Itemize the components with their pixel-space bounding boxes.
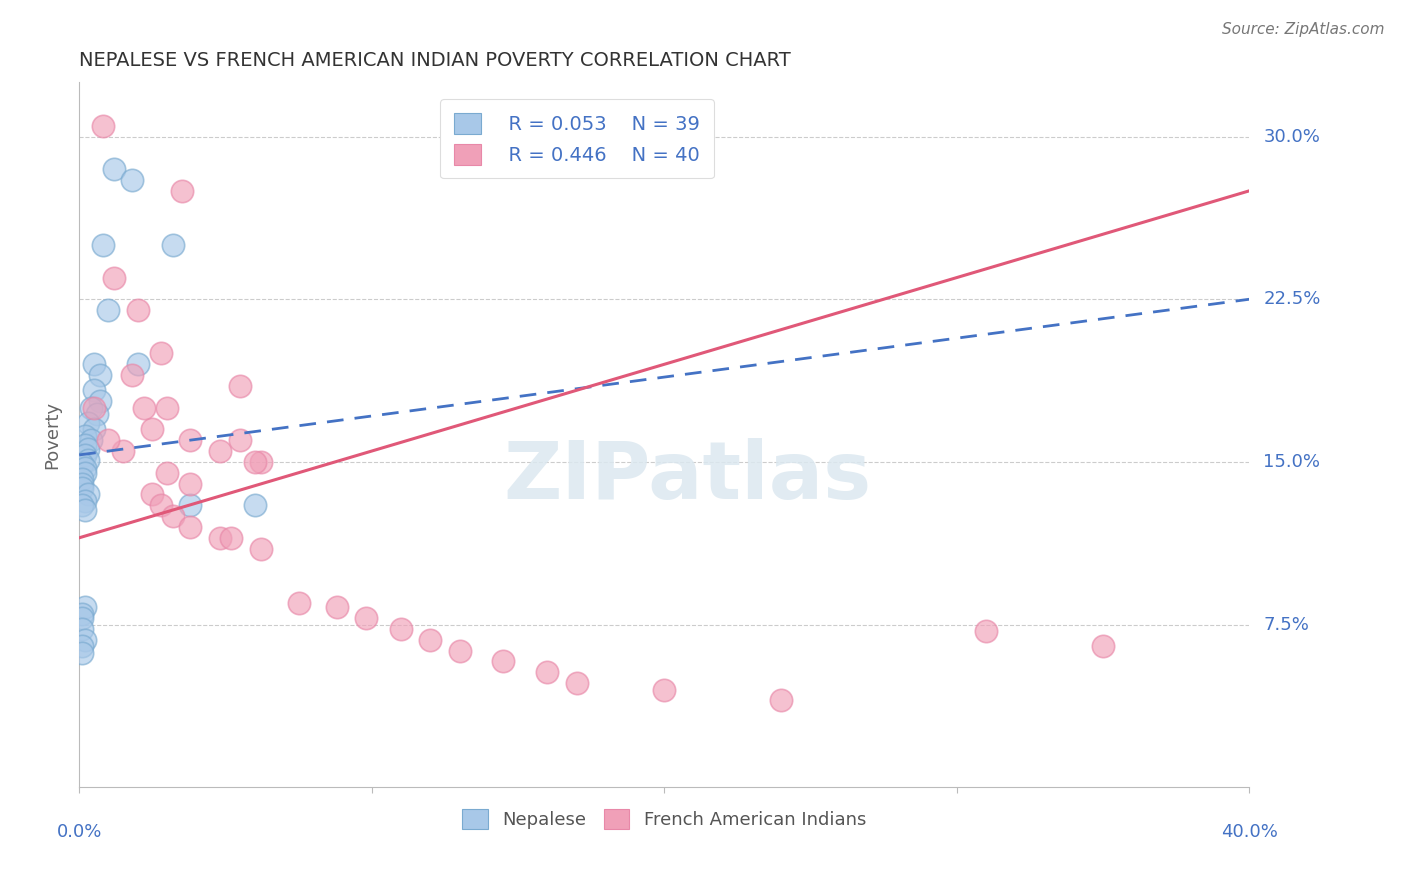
Text: NEPALESE VS FRENCH AMERICAN INDIAN POVERTY CORRELATION CHART: NEPALESE VS FRENCH AMERICAN INDIAN POVER… bbox=[79, 51, 792, 70]
Point bbox=[89, 368, 111, 383]
Point bbox=[325, 600, 347, 615]
Point bbox=[70, 472, 93, 486]
Point bbox=[86, 407, 108, 421]
Point bbox=[70, 476, 93, 491]
Point bbox=[70, 622, 93, 636]
Point bbox=[70, 607, 93, 621]
Text: 22.5%: 22.5% bbox=[1264, 290, 1320, 309]
Point bbox=[73, 449, 96, 463]
Point bbox=[565, 676, 588, 690]
Point bbox=[150, 498, 173, 512]
Point bbox=[162, 509, 184, 524]
Point bbox=[77, 442, 100, 456]
Point bbox=[287, 596, 309, 610]
Point bbox=[229, 379, 252, 393]
Point bbox=[127, 303, 149, 318]
Text: 30.0%: 30.0% bbox=[1264, 128, 1320, 145]
Text: 7.5%: 7.5% bbox=[1264, 615, 1309, 633]
Point bbox=[73, 461, 96, 475]
Point bbox=[70, 646, 93, 660]
Point bbox=[208, 444, 231, 458]
Point bbox=[77, 452, 100, 467]
Point bbox=[179, 476, 201, 491]
Point bbox=[652, 682, 675, 697]
Point bbox=[77, 487, 100, 501]
Point bbox=[103, 162, 125, 177]
Point bbox=[150, 346, 173, 360]
Point bbox=[73, 600, 96, 615]
Text: ZIPatlas: ZIPatlas bbox=[503, 438, 872, 516]
Point bbox=[70, 611, 93, 625]
Point bbox=[179, 433, 201, 447]
Point bbox=[156, 466, 179, 480]
Point bbox=[103, 270, 125, 285]
Point bbox=[208, 531, 231, 545]
Point bbox=[170, 184, 193, 198]
Point bbox=[83, 422, 105, 436]
Text: 15.0%: 15.0% bbox=[1264, 453, 1320, 471]
Point bbox=[354, 611, 377, 625]
Text: 0.0%: 0.0% bbox=[56, 823, 101, 841]
Point bbox=[179, 520, 201, 534]
Point bbox=[121, 173, 143, 187]
Point bbox=[83, 384, 105, 398]
Point bbox=[73, 494, 96, 508]
Point bbox=[91, 238, 114, 252]
Point bbox=[132, 401, 155, 415]
Point bbox=[73, 502, 96, 516]
Point bbox=[127, 357, 149, 371]
Point bbox=[83, 401, 105, 415]
Point bbox=[156, 401, 179, 415]
Point bbox=[112, 444, 135, 458]
Point bbox=[770, 693, 793, 707]
Point bbox=[80, 401, 103, 415]
Point bbox=[73, 429, 96, 443]
Point bbox=[974, 624, 997, 638]
Point bbox=[179, 498, 201, 512]
Point bbox=[97, 433, 120, 447]
Point bbox=[229, 433, 252, 447]
Y-axis label: Poverty: Poverty bbox=[44, 401, 60, 469]
Point bbox=[243, 498, 266, 512]
Text: Source: ZipAtlas.com: Source: ZipAtlas.com bbox=[1222, 22, 1385, 37]
Point bbox=[70, 498, 93, 512]
Point bbox=[70, 481, 93, 495]
Point bbox=[449, 643, 471, 657]
Point bbox=[121, 368, 143, 383]
Point bbox=[97, 303, 120, 318]
Point bbox=[73, 466, 96, 480]
Point bbox=[492, 655, 515, 669]
Point bbox=[80, 433, 103, 447]
Point bbox=[83, 357, 105, 371]
Point bbox=[89, 394, 111, 409]
Legend: Nepalese, French American Indians: Nepalese, French American Indians bbox=[453, 800, 876, 838]
Text: 40.0%: 40.0% bbox=[1220, 823, 1278, 841]
Point bbox=[221, 531, 243, 545]
Point bbox=[243, 455, 266, 469]
Point bbox=[536, 665, 558, 680]
Point bbox=[73, 437, 96, 451]
Point bbox=[91, 119, 114, 133]
Point bbox=[70, 639, 93, 653]
Point bbox=[162, 238, 184, 252]
Point bbox=[141, 422, 163, 436]
Point bbox=[141, 487, 163, 501]
Point bbox=[249, 541, 271, 556]
Point bbox=[249, 455, 271, 469]
Point bbox=[77, 416, 100, 430]
Point bbox=[389, 622, 412, 636]
Point bbox=[1092, 639, 1115, 653]
Point bbox=[419, 632, 441, 647]
Point bbox=[70, 457, 93, 471]
Point bbox=[73, 632, 96, 647]
